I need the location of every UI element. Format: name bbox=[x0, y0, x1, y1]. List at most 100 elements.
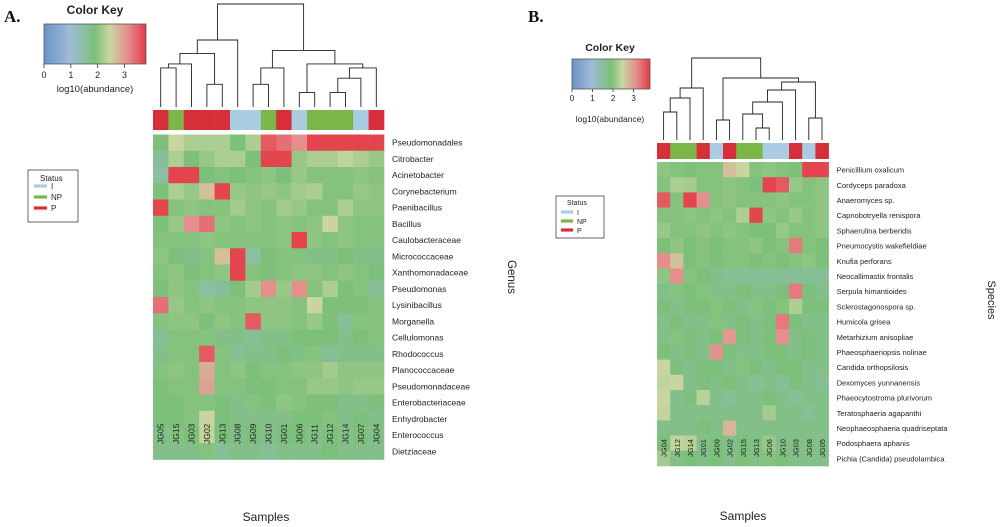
heatmap-cell bbox=[775, 435, 790, 452]
heatmap-cell bbox=[168, 232, 185, 249]
heatmap-cell bbox=[709, 435, 724, 452]
heatmap-cell bbox=[775, 450, 790, 467]
panel-a-status-bar bbox=[153, 110, 385, 130]
heatmap-cell bbox=[683, 420, 697, 436]
heatmap-cell bbox=[657, 374, 671, 391]
heatmap-cell bbox=[307, 215, 323, 233]
heatmap-cell bbox=[762, 268, 777, 284]
heatmap-cell bbox=[683, 222, 697, 239]
heatmap-cell bbox=[775, 359, 790, 376]
heatmap-cell bbox=[245, 329, 262, 347]
heatmap-cell bbox=[762, 420, 777, 436]
heatmap-cell bbox=[775, 162, 790, 178]
heatmap-cell bbox=[683, 329, 697, 345]
heatmap-cell bbox=[736, 222, 750, 239]
heatmap-cell bbox=[683, 268, 697, 284]
heatmap-cell bbox=[736, 314, 750, 330]
panel-a-status-legend: Status I NP P bbox=[27, 169, 79, 223]
heatmap-cell bbox=[245, 248, 262, 265]
column-label: JG01 bbox=[279, 423, 289, 444]
heatmap-cell bbox=[168, 150, 185, 168]
heatmap-cell bbox=[670, 390, 684, 406]
dendrogram-branch bbox=[196, 39, 239, 107]
heatmap-cell bbox=[353, 378, 369, 395]
color-key-tick-label: 3 bbox=[122, 70, 127, 80]
dendrogram-branch bbox=[808, 117, 823, 140]
heatmap-cell bbox=[307, 394, 323, 412]
heatmap-cell bbox=[245, 345, 262, 363]
heatmap-cell bbox=[736, 283, 750, 300]
heatmap-cell bbox=[353, 410, 369, 428]
dendrogram-branch bbox=[252, 83, 269, 107]
heatmap-cell bbox=[353, 280, 369, 298]
heatmap-cell bbox=[153, 378, 169, 395]
row-label: Podosphaera aphanis bbox=[837, 439, 910, 448]
heatmap-cell bbox=[337, 150, 354, 168]
heatmap-cell bbox=[214, 378, 231, 395]
row-label: Candida orthopsilosis bbox=[837, 363, 909, 372]
panel-b-color-key-ticks: 0 1 2 3 bbox=[570, 89, 636, 103]
heatmap-cell bbox=[322, 362, 339, 379]
panel-a-label: A. bbox=[4, 7, 21, 26]
heatmap-cell bbox=[260, 183, 277, 200]
heatmap-cell bbox=[337, 264, 354, 282]
heatmap-cell bbox=[260, 134, 277, 152]
status-cell bbox=[245, 110, 262, 130]
dendrogram-branch bbox=[691, 57, 762, 88]
heatmap-cell bbox=[696, 222, 711, 239]
heatmap-cell bbox=[307, 248, 323, 265]
heatmap-cell bbox=[260, 378, 277, 395]
status-cell bbox=[709, 143, 724, 159]
heatmap-cell bbox=[683, 450, 697, 467]
heatmap-cell bbox=[291, 329, 308, 347]
heatmap-cell bbox=[736, 177, 750, 193]
heatmap-cell bbox=[789, 253, 803, 269]
row-label: Enterobacteriaceae bbox=[392, 398, 466, 408]
heatmap-cell bbox=[183, 183, 200, 200]
panel-b-status-legend: Status I NP P bbox=[555, 195, 605, 239]
row-label: Dietziaceae bbox=[392, 446, 437, 456]
heatmap-cell bbox=[199, 199, 215, 217]
heatmap-cell bbox=[657, 450, 671, 467]
heatmap-cell bbox=[153, 167, 169, 184]
legend-label: I bbox=[51, 182, 53, 191]
heatmap-cell bbox=[683, 314, 697, 330]
heatmap-cell bbox=[153, 280, 169, 298]
heatmap-cell bbox=[230, 394, 246, 412]
heatmap-cell bbox=[723, 192, 737, 208]
heatmap-cell bbox=[696, 420, 711, 436]
heatmap-cell bbox=[337, 167, 354, 184]
heatmap-cell bbox=[723, 298, 737, 315]
heatmap-cell bbox=[183, 313, 200, 330]
heatmap-cell bbox=[291, 183, 308, 200]
heatmap-cell bbox=[709, 329, 724, 345]
heatmap-cell bbox=[749, 298, 763, 315]
heatmap-cell bbox=[260, 167, 277, 184]
heatmap-cell bbox=[802, 298, 816, 315]
heatmap-cell bbox=[696, 405, 711, 421]
heatmap-cell bbox=[353, 427, 369, 444]
heatmap-cell bbox=[749, 192, 763, 208]
column-label: JG03 bbox=[792, 439, 801, 457]
heatmap-cell bbox=[291, 150, 308, 168]
heatmap-cell bbox=[153, 410, 169, 428]
heatmap-cell bbox=[657, 405, 671, 421]
dendrogram-branch bbox=[298, 92, 316, 107]
heatmap-cell bbox=[683, 359, 697, 376]
heatmap-cell bbox=[709, 207, 724, 224]
heatmap-cell bbox=[749, 162, 763, 178]
heatmap-cell bbox=[214, 183, 231, 200]
panel-b-status-bar bbox=[657, 143, 829, 159]
heatmap-cell bbox=[368, 150, 385, 168]
heatmap-cell bbox=[276, 297, 292, 314]
panel-b-color-key-title: Color Key bbox=[585, 42, 635, 54]
row-label: Micrococcaceae bbox=[392, 251, 454, 261]
heatmap-cell bbox=[199, 280, 215, 298]
heatmap-cell bbox=[307, 313, 323, 330]
heatmap-cell bbox=[245, 427, 262, 444]
heatmap-cell bbox=[260, 199, 277, 217]
heatmap-cell bbox=[260, 394, 277, 412]
heatmap-cell bbox=[230, 248, 246, 265]
heatmap-cell bbox=[183, 199, 200, 217]
heatmap-cell bbox=[709, 192, 724, 208]
